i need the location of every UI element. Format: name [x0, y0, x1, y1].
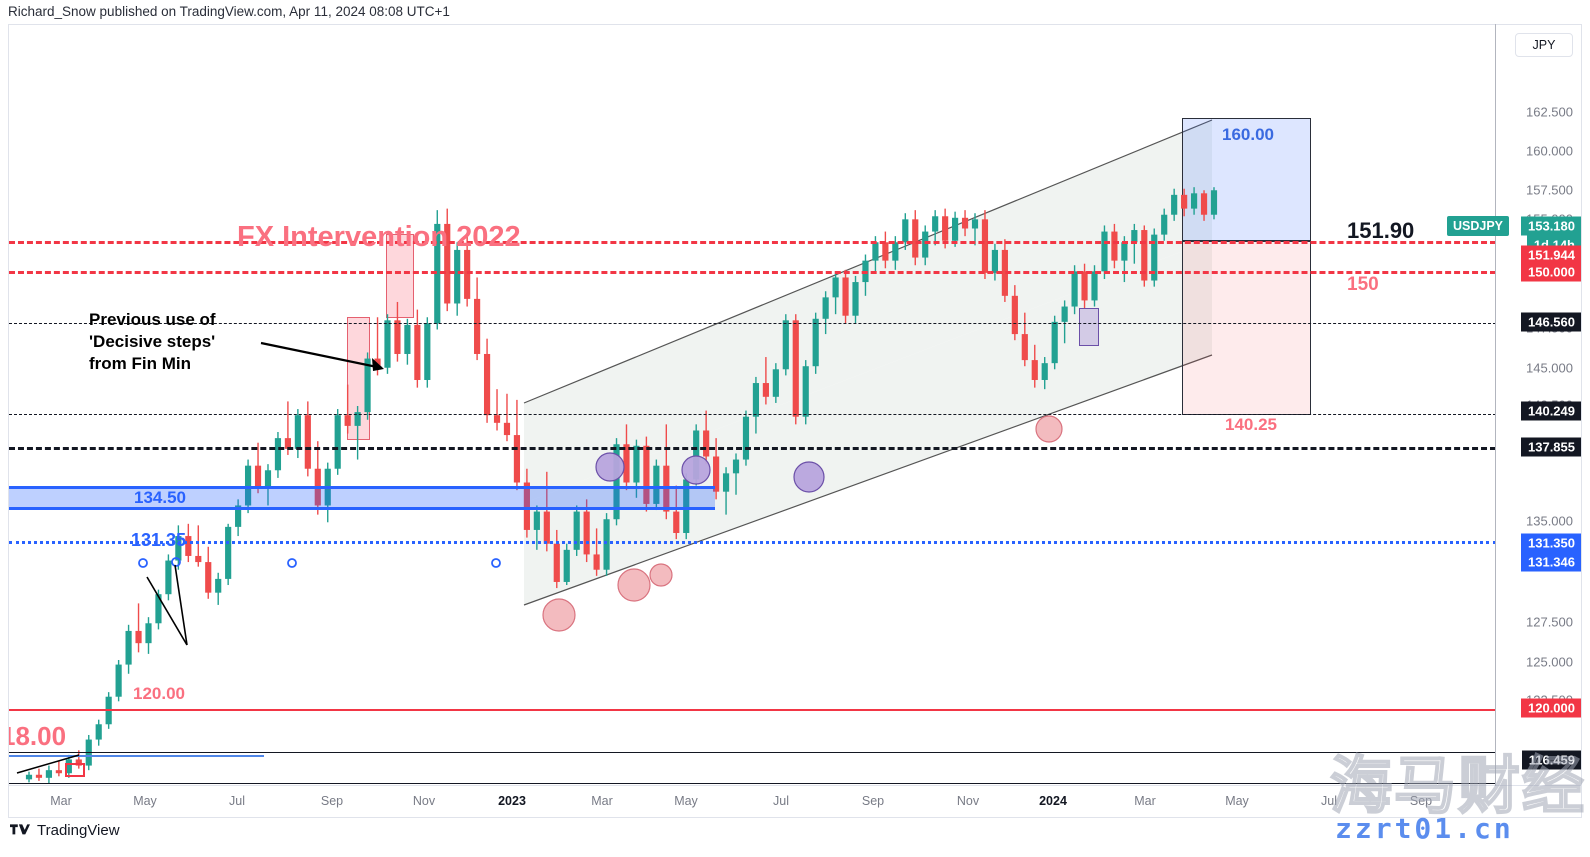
label-151-90: 151.90 — [1347, 218, 1415, 243]
x-tick: May — [1225, 794, 1249, 808]
label-118: 18.00 — [9, 721, 67, 751]
price-tag-146-560: 146.560 — [1521, 312, 1581, 332]
x-tick: Sep — [861, 794, 885, 808]
label-140-25: 140.25 — [1225, 415, 1277, 434]
highlight-rect-purple — [1079, 308, 1099, 346]
label-131-35: 131.35 — [131, 530, 187, 550]
price-tag-last: 153.180 — [1521, 216, 1581, 236]
price-tag-137-855: 137.855 — [1521, 437, 1581, 457]
price-tag-120: 120.000 — [1521, 698, 1581, 718]
annotation-note: Previous use of 'Decisive steps' from Fi… — [89, 309, 216, 374]
y-tick: 125.000 — [1526, 654, 1573, 670]
level-line-131-35 — [9, 541, 1496, 544]
annotation-note-line3: from Fin Min — [89, 353, 191, 373]
price-tag-131-350: 131.350 — [1521, 533, 1581, 553]
x-tick: Sep — [1409, 794, 1433, 808]
y-tick: 145.000 — [1526, 360, 1573, 376]
price-tag-140-249: 140.249 — [1521, 401, 1581, 421]
level-line-140-249 — [9, 414, 1496, 415]
x-tick: May — [133, 794, 157, 808]
level-line-146-560 — [9, 323, 1496, 324]
label-150: 150 — [1347, 274, 1379, 295]
x-tick: Nov — [412, 794, 436, 808]
time-axis[interactable]: Mar May Jul Sep Nov 2023 Mar May Jul Sep… — [8, 786, 1582, 818]
x-tick: 2024 — [1039, 794, 1067, 808]
level-line-116-459 — [9, 752, 1496, 753]
plot-area: FX Intervention 2022 Previous use of 'De… — [9, 25, 1496, 787]
label-120: 120.00 — [133, 684, 185, 703]
level-line-120 — [9, 709, 1496, 711]
x-tick: Nov — [956, 794, 980, 808]
level-anchor-points — [138, 557, 501, 568]
chart-title-annotation: FX Intervention 2022 — [237, 221, 521, 253]
label-160: 160.00 — [1222, 125, 1274, 144]
x-tick: May — [674, 794, 698, 808]
x-tick: Jul — [229, 794, 245, 808]
candlestick-series — [25, 187, 1218, 784]
risk-box-pink — [1182, 241, 1311, 415]
currency-unit-button[interactable]: JPY — [1515, 33, 1573, 57]
touch-markers — [542, 415, 1063, 632]
y-tick: 160.000 — [1526, 143, 1573, 159]
annotation-note-line1: Previous use of — [89, 310, 216, 329]
level-line-150 — [9, 271, 1496, 274]
x-tick: 2023 — [498, 794, 526, 808]
intervention-zone-1 — [386, 234, 414, 318]
level-line-115 — [9, 783, 1496, 784]
publication-line: Richard_Snow published on TradingView.co… — [8, 4, 450, 19]
price-axis[interactable]: JPY 162.500 160.000 157.500 155.000 147.… — [1496, 24, 1582, 816]
level-line-151-944 — [9, 241, 1496, 244]
x-tick: Mar — [591, 794, 613, 808]
label-134-50: 134.50 — [134, 488, 186, 507]
chart-pane[interactable]: FX Intervention 2022 Previous use of 'De… — [8, 24, 1496, 787]
annotation-arrows — [16, 341, 384, 774]
watermark-url: zzrt01.cn — [1335, 812, 1514, 845]
y-tick: 162.500 — [1526, 104, 1573, 120]
x-tick: Mar — [50, 794, 72, 808]
tradingview-mark-icon — [10, 823, 30, 834]
support-band-134-50 — [9, 486, 715, 510]
y-tick: 135.000 — [1526, 513, 1573, 529]
price-tag-150: 150.000 — [1521, 262, 1581, 282]
x-tick: Mar — [1134, 794, 1156, 808]
price-axis-divider — [1495, 24, 1496, 786]
price-tag-116-459: 116.459 — [1521, 750, 1581, 770]
marker-box-118 — [65, 763, 85, 777]
x-tick: Sep — [320, 794, 344, 808]
x-tick: Jul — [1321, 794, 1337, 808]
level-segment-blue-low — [9, 755, 264, 757]
tradingview-wordmark: TradingView — [37, 822, 120, 839]
y-tick: 157.500 — [1526, 182, 1573, 198]
x-tick: Jul — [773, 794, 789, 808]
price-tag-151-944: 151.944 — [1521, 245, 1581, 265]
annotation-note-line2: 'Decisive steps' — [89, 331, 216, 351]
tradingview-logo: TradingView — [10, 822, 120, 839]
level-line-137-855 — [9, 447, 1496, 450]
symbol-badge: USDJPY — [1447, 216, 1510, 236]
price-tag-131-346: 131.346 — [1521, 552, 1581, 572]
y-tick: 127.500 — [1526, 614, 1573, 630]
